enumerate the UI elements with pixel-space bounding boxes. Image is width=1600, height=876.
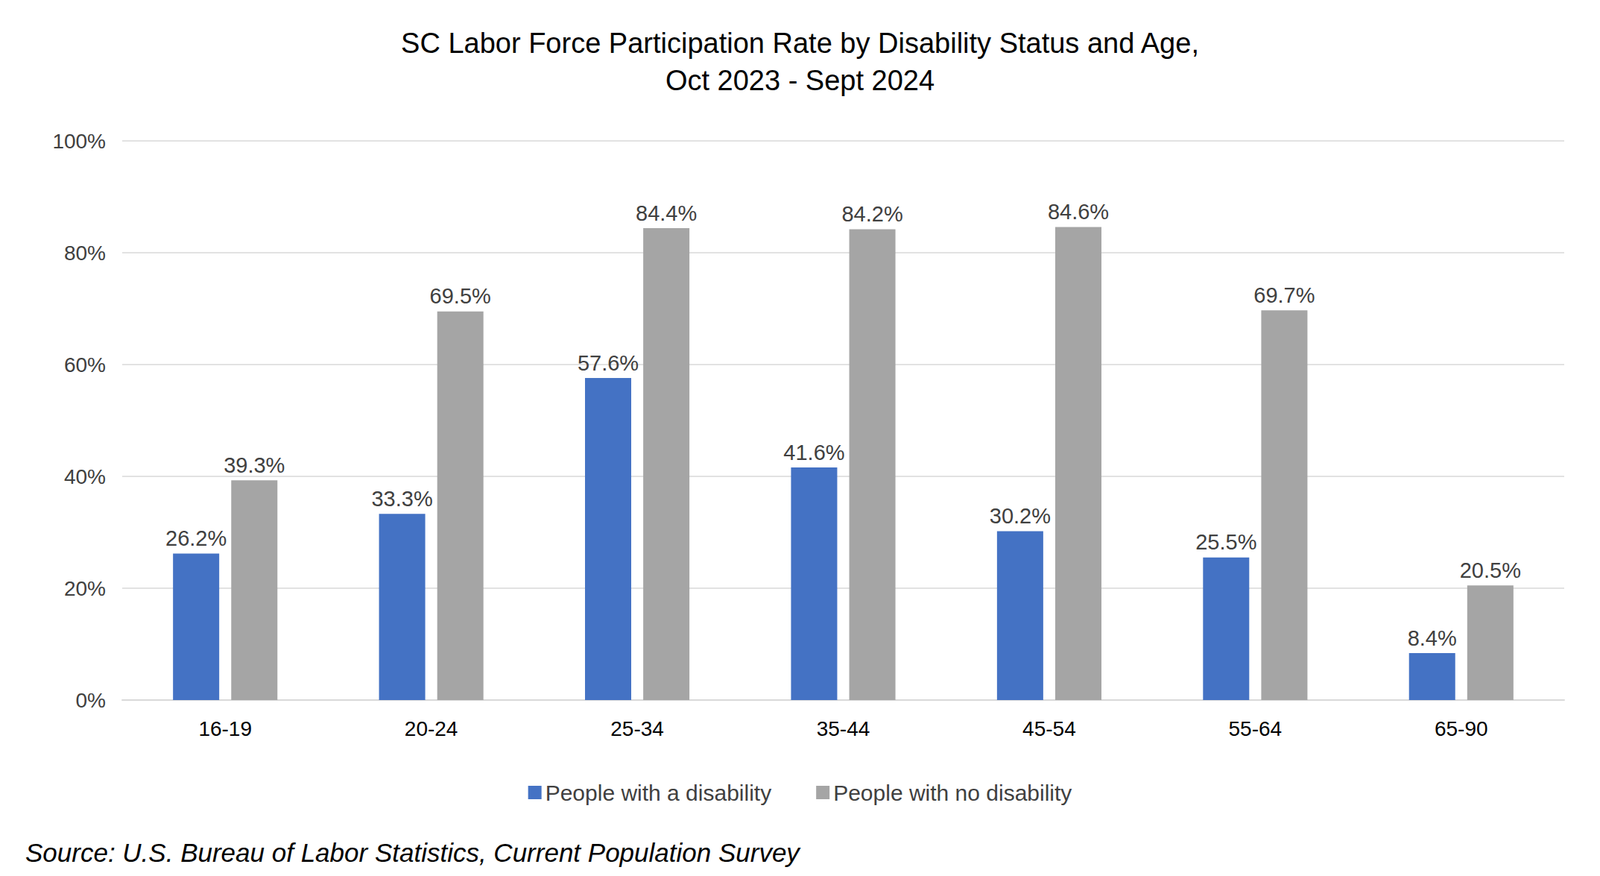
svg-text:People with a disability: People with a disability [545, 780, 773, 805]
svg-text:84.6%: 84.6% [1047, 199, 1109, 224]
svg-text:35-44: 35-44 [816, 716, 871, 741]
svg-text:69.5%: 69.5% [429, 283, 492, 308]
svg-text:25.5%: 25.5% [1195, 529, 1257, 554]
svg-text:8.4%: 8.4% [1407, 625, 1457, 650]
svg-text:Oct 2023 - Sept 2024: Oct 2023 - Sept 2024 [665, 64, 935, 97]
svg-text:45-54: 45-54 [1022, 716, 1077, 741]
svg-text:39.3%: 39.3% [223, 453, 285, 477]
svg-text:People with no disability: People with no disability [833, 780, 1072, 805]
svg-text:41.6%: 41.6% [783, 440, 845, 465]
svg-text:20%: 20% [64, 576, 106, 600]
svg-text:84.2%: 84.2% [841, 201, 903, 226]
svg-text:Source: U.S. Bureau of Labor S: Source: U.S. Bureau of Labor Statistics,… [25, 837, 802, 867]
svg-text:20-24: 20-24 [404, 716, 459, 741]
svg-text:57.6%: 57.6% [577, 351, 639, 375]
svg-text:69.7%: 69.7% [1253, 283, 1315, 308]
svg-text:80%: 80% [64, 241, 106, 265]
svg-text:40%: 40% [64, 465, 106, 489]
svg-text:16-19: 16-19 [198, 716, 252, 741]
svg-text:33.3%: 33.3% [371, 486, 433, 511]
svg-text:65-90: 65-90 [1434, 716, 1489, 741]
svg-text:30.2%: 30.2% [989, 503, 1051, 528]
svg-text:0%: 0% [76, 688, 106, 712]
svg-text:20.5%: 20.5% [1459, 558, 1522, 583]
svg-text:60%: 60% [64, 353, 106, 377]
svg-text:84.4%: 84.4% [635, 201, 697, 226]
svg-text:55-64: 55-64 [1228, 716, 1283, 741]
svg-text:25-34: 25-34 [610, 716, 664, 741]
svg-text:26.2%: 26.2% [165, 526, 227, 550]
svg-text:SC Labor Force Participation R: SC Labor Force Participation Rate by Dis… [400, 27, 1200, 59]
svg-text:100%: 100% [52, 129, 106, 153]
